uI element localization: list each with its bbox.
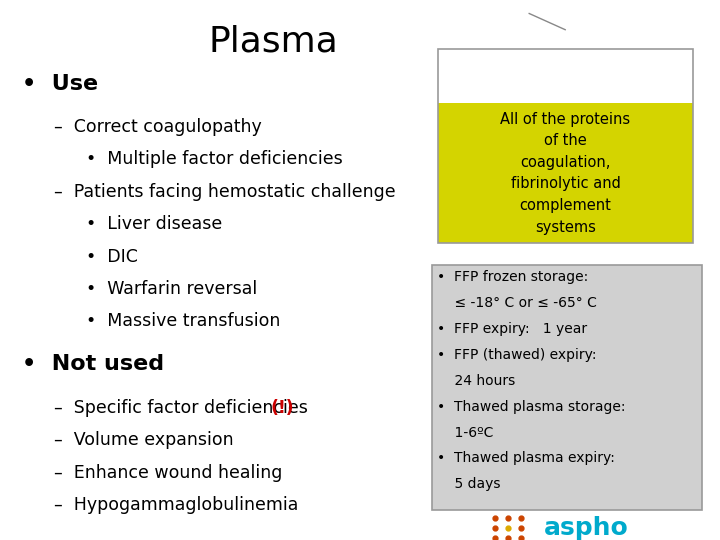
Text: •  FFP (thawed) expiry:: • FFP (thawed) expiry: — [437, 348, 597, 362]
Text: •  Massive transfusion: • Massive transfusion — [86, 312, 281, 330]
Text: –  Volume expansion: – Volume expansion — [54, 431, 233, 449]
Text: •  DIC: • DIC — [86, 247, 138, 266]
Text: •  Liver disease: • Liver disease — [86, 215, 222, 233]
Text: –  Hypogammaglobulinemia: – Hypogammaglobulinemia — [54, 496, 298, 514]
Text: 5 days: 5 days — [437, 477, 500, 491]
Text: •  FFP frozen storage:: • FFP frozen storage: — [437, 270, 588, 284]
Bar — [432, 265, 702, 510]
Text: 24 hours: 24 hours — [437, 374, 516, 388]
Text: •  Thawed plasma expiry:: • Thawed plasma expiry: — [437, 451, 615, 465]
Text: Plasma: Plasma — [209, 24, 338, 58]
Text: •  Not used: • Not used — [22, 354, 163, 375]
Text: All of the proteins
of the
coagulation,
fibrinolytic and
complement
systems: All of the proteins of the coagulation, … — [500, 112, 631, 234]
Text: •  Thawed plasma storage:: • Thawed plasma storage: — [437, 400, 626, 414]
Text: –  Specific factor deficiencies: – Specific factor deficiencies — [54, 399, 313, 417]
Text: –  Correct coagulopathy: – Correct coagulopathy — [54, 118, 262, 136]
Text: •  Warfarin reversal: • Warfarin reversal — [86, 280, 258, 298]
Bar — [438, 103, 693, 243]
Bar — [438, 49, 693, 103]
Text: •  Use: • Use — [22, 73, 98, 94]
Text: •  FFP expiry:   1 year: • FFP expiry: 1 year — [437, 322, 588, 336]
Bar — [438, 49, 693, 243]
Text: 1-6ºC: 1-6ºC — [437, 426, 493, 440]
Text: •  Multiple factor deficiencies: • Multiple factor deficiencies — [86, 150, 343, 168]
Text: aspho: aspho — [544, 516, 629, 540]
Text: ≤ -18° C or ≤ -65° C: ≤ -18° C or ≤ -65° C — [437, 296, 597, 310]
Text: –  Enhance wound healing: – Enhance wound healing — [54, 463, 282, 482]
Text: –  Patients facing hemostatic challenge: – Patients facing hemostatic challenge — [54, 183, 395, 201]
Text: (!): (!) — [271, 399, 294, 417]
